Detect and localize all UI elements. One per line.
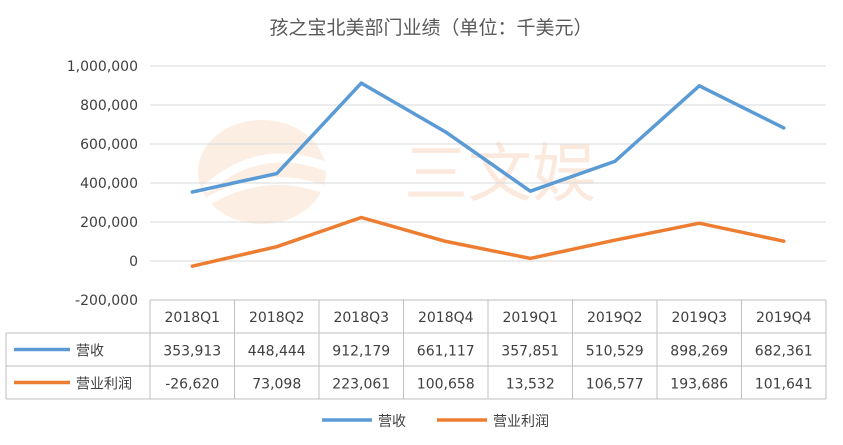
series-line [190, 81, 786, 194]
data-label: 682,361 [755, 344, 813, 360]
y-tick-label: -200,000 [75, 293, 138, 309]
x-tick-label: 2018Q1 [164, 310, 220, 326]
watermark-logo: 三文娱 [197, 120, 596, 224]
data-label: 448,444 [248, 344, 306, 360]
data-label: 510,529 [586, 344, 644, 360]
y-tick-label: 800,000 [80, 98, 138, 114]
series-lines [190, 81, 786, 268]
x-tick-label: 2019Q2 [587, 310, 643, 326]
data-label: 912,179 [332, 344, 390, 360]
data-label: 106,577 [586, 377, 644, 393]
data-label: -26,620 [165, 377, 219, 393]
data-label: 73,098 [252, 377, 301, 393]
data-label: 100,658 [417, 377, 475, 393]
data-label: 357,851 [501, 344, 559, 360]
table-series-name: 营收 [76, 344, 104, 360]
x-tick-label: 2019Q3 [671, 310, 727, 326]
x-tick-label: 2018Q2 [249, 310, 305, 326]
table-series-name: 营业利润 [76, 377, 132, 393]
y-tick-label: 1,000,000 [67, 59, 138, 75]
series-line [190, 215, 786, 268]
legend-label: 营业利润 [493, 414, 549, 430]
chart-title: 孩之宝北美部门业绩（单位：千美元） [269, 17, 592, 39]
data-label: 898,269 [670, 344, 728, 360]
y-tick-label: 400,000 [80, 176, 138, 192]
x-tick-label: 2018Q3 [333, 310, 389, 326]
y-tick-label: 600,000 [80, 137, 138, 153]
gridlines [150, 65, 826, 301]
y-tick-label: 200,000 [80, 215, 138, 231]
data-label: 101,641 [755, 377, 813, 393]
legend-label: 营收 [378, 414, 406, 430]
x-tick-label: 2019Q4 [756, 310, 812, 326]
legend: 营收 营业利润 [322, 414, 549, 430]
data-label: 353,913 [163, 344, 221, 360]
data-label: 661,117 [417, 344, 475, 360]
data-label: 223,061 [332, 377, 390, 393]
data-label: 13,532 [506, 377, 555, 393]
data-label: 193,686 [670, 377, 728, 393]
x-tick-label: 2019Q1 [502, 310, 558, 326]
x-tick-label: 2018Q4 [418, 310, 474, 326]
y-axis-ticks: 1,000,000 800,000 600,000 400,000 200,000 0 -2… [67, 59, 138, 309]
watermark-text: 三文娱 [404, 138, 596, 212]
y-tick-label: 0 [129, 254, 138, 270]
data-table: 2018Q1 2018Q2 2018Q3 2018Q4 2019Q1 2019Q2 2019… [5, 299, 827, 400]
